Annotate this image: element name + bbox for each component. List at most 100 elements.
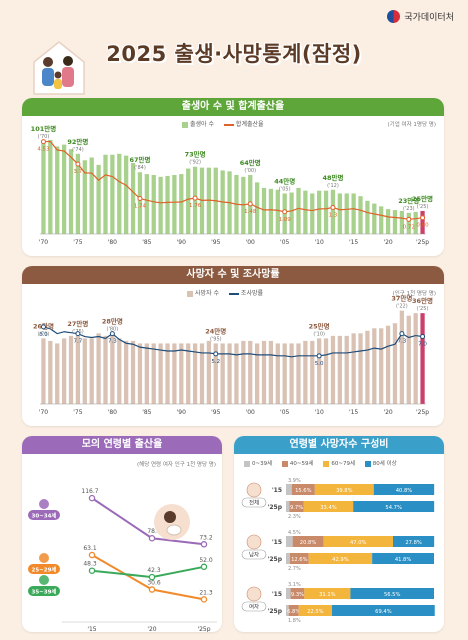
deaths-bar [96,333,101,404]
births-x-tick: '15 [349,239,358,246]
deaths-bar [351,333,356,404]
composition-segment [350,588,434,599]
births-panel: 출생아 수 및 합계출산율 출생아 수 합계출산율 (기업 여자 1명당 명) … [22,98,444,256]
births-bar [296,187,301,234]
age-badge [28,564,60,574]
births-bar [275,189,280,234]
legend-swatch-age2 [323,460,330,467]
deaths-rate-label: 5.0 [315,361,324,367]
composition-segment-label: 47.0% [350,540,367,546]
births-bar [379,206,384,234]
deaths-year-label: ('10) [313,331,325,337]
births-bar [117,153,122,234]
taegeuk-icon [387,10,401,23]
deaths-x-tick: '95 [211,409,220,416]
composition-segment-label: 20.8% [300,540,317,546]
composition-segment-label: 9.7% [290,505,303,511]
composition-chart: 전체 '15 3.9% 15.6% 39.8% 40.8% '25p 2.3% 9.7% 33.4… [241,478,435,624]
composition-segment-label: 12.6% [291,557,308,563]
person-icon [246,534,262,550]
deaths-bar [75,335,81,404]
births-rate-label: 0.72 [403,224,415,230]
legend-label-age3: 80세 이상 [372,461,397,467]
deaths-bar [199,343,205,404]
composition-segment-label: 69.4% [375,609,392,615]
composition-small-label: 3.1% [288,582,301,588]
deaths-bar [372,328,377,404]
births-bar [186,168,191,234]
composition-segment [373,484,435,495]
composition-segment-label: 9.3% [291,592,304,598]
composition-segment [289,501,304,512]
births-bar [358,196,363,234]
deaths-bar [213,343,218,404]
births-x-tick: '75 [73,239,82,246]
births-rate-label: 1.74 [134,204,147,210]
deaths-bar [137,343,143,404]
mother-value-label: 73.2 [199,534,213,541]
deaths-bar [220,343,225,404]
legend-item-age3: 80세 이상 [364,460,397,467]
composition-segment [288,605,299,616]
composition-year-label: '15 [272,539,282,546]
legend-item-deaths: 사망자 수 [187,290,219,297]
legend-label-births: 출생아 수 [190,121,214,128]
births-rate-label: 1.3 [329,213,338,219]
births-bar [75,153,81,234]
births-bar [124,155,129,234]
births-bar [420,210,425,234]
deaths-bar [254,343,260,404]
composition-year-label: '25p [268,504,283,511]
group-badge [241,601,267,612]
composition-segment [286,484,292,495]
births-bar [303,190,308,234]
deaths-value-label: 37만명 [391,294,412,303]
deaths-year-label: ('80) [107,326,119,332]
legend-label-age0: 0~39세 [252,461,273,467]
deaths-bar [317,338,322,404]
legend-swatch-tfr [223,123,234,126]
composition-segment [289,553,309,564]
births-bar [68,149,74,234]
births-x-tick: '05 [280,239,289,246]
deaths-line-point [40,324,46,330]
births-line-point [137,196,143,202]
deaths-bar [158,343,163,404]
deaths-x-tick: '10 [315,409,324,416]
composition-segment-label: 27.8% [405,540,422,546]
deaths-bar [192,343,198,404]
composition-segment [308,553,373,564]
births-bar [144,174,149,234]
woman-icon [39,553,49,563]
legend-label-age2: 60~79세 [331,461,356,467]
births-x-tick: '20 [383,239,392,246]
births-bar [385,209,391,234]
deaths-x-tick: '90 [177,409,186,416]
births-year-label: ('23) [403,206,415,212]
composition-panel: 연령별 사망자수 구성비 0~39세 40~59세 60~79세 80세 이상 … [234,436,444,632]
age-badge [28,586,60,596]
legend-swatch-age3 [364,460,371,467]
births-bar [55,146,60,234]
births-x-tick: '25p [416,239,429,246]
births-year-label: ('70) [38,134,50,140]
composition-segment [314,484,374,495]
composition-segment [291,484,315,495]
births-x-tick: '10 [315,239,324,246]
legend-label-crude: 조사망률 [240,290,264,297]
births-bar [61,144,67,234]
legend-swatch-crude [228,292,239,295]
deaths-x-tick: '80 [108,409,117,416]
births-bar [310,193,315,234]
legend-label-tfr: 합계출산율 [235,121,264,128]
legend-label-age1: 40~59세 [289,461,314,467]
births-legend: 출생아 수 합계출산율 [182,119,272,128]
mother-point [200,596,208,603]
deaths-line-point [420,334,426,340]
group-label: 전체 [249,499,259,507]
deaths-bar [144,343,149,404]
deaths-bar [289,343,294,404]
births-year-label: ('25) [417,204,429,210]
births-bar [330,189,336,234]
deaths-bar [365,330,370,404]
